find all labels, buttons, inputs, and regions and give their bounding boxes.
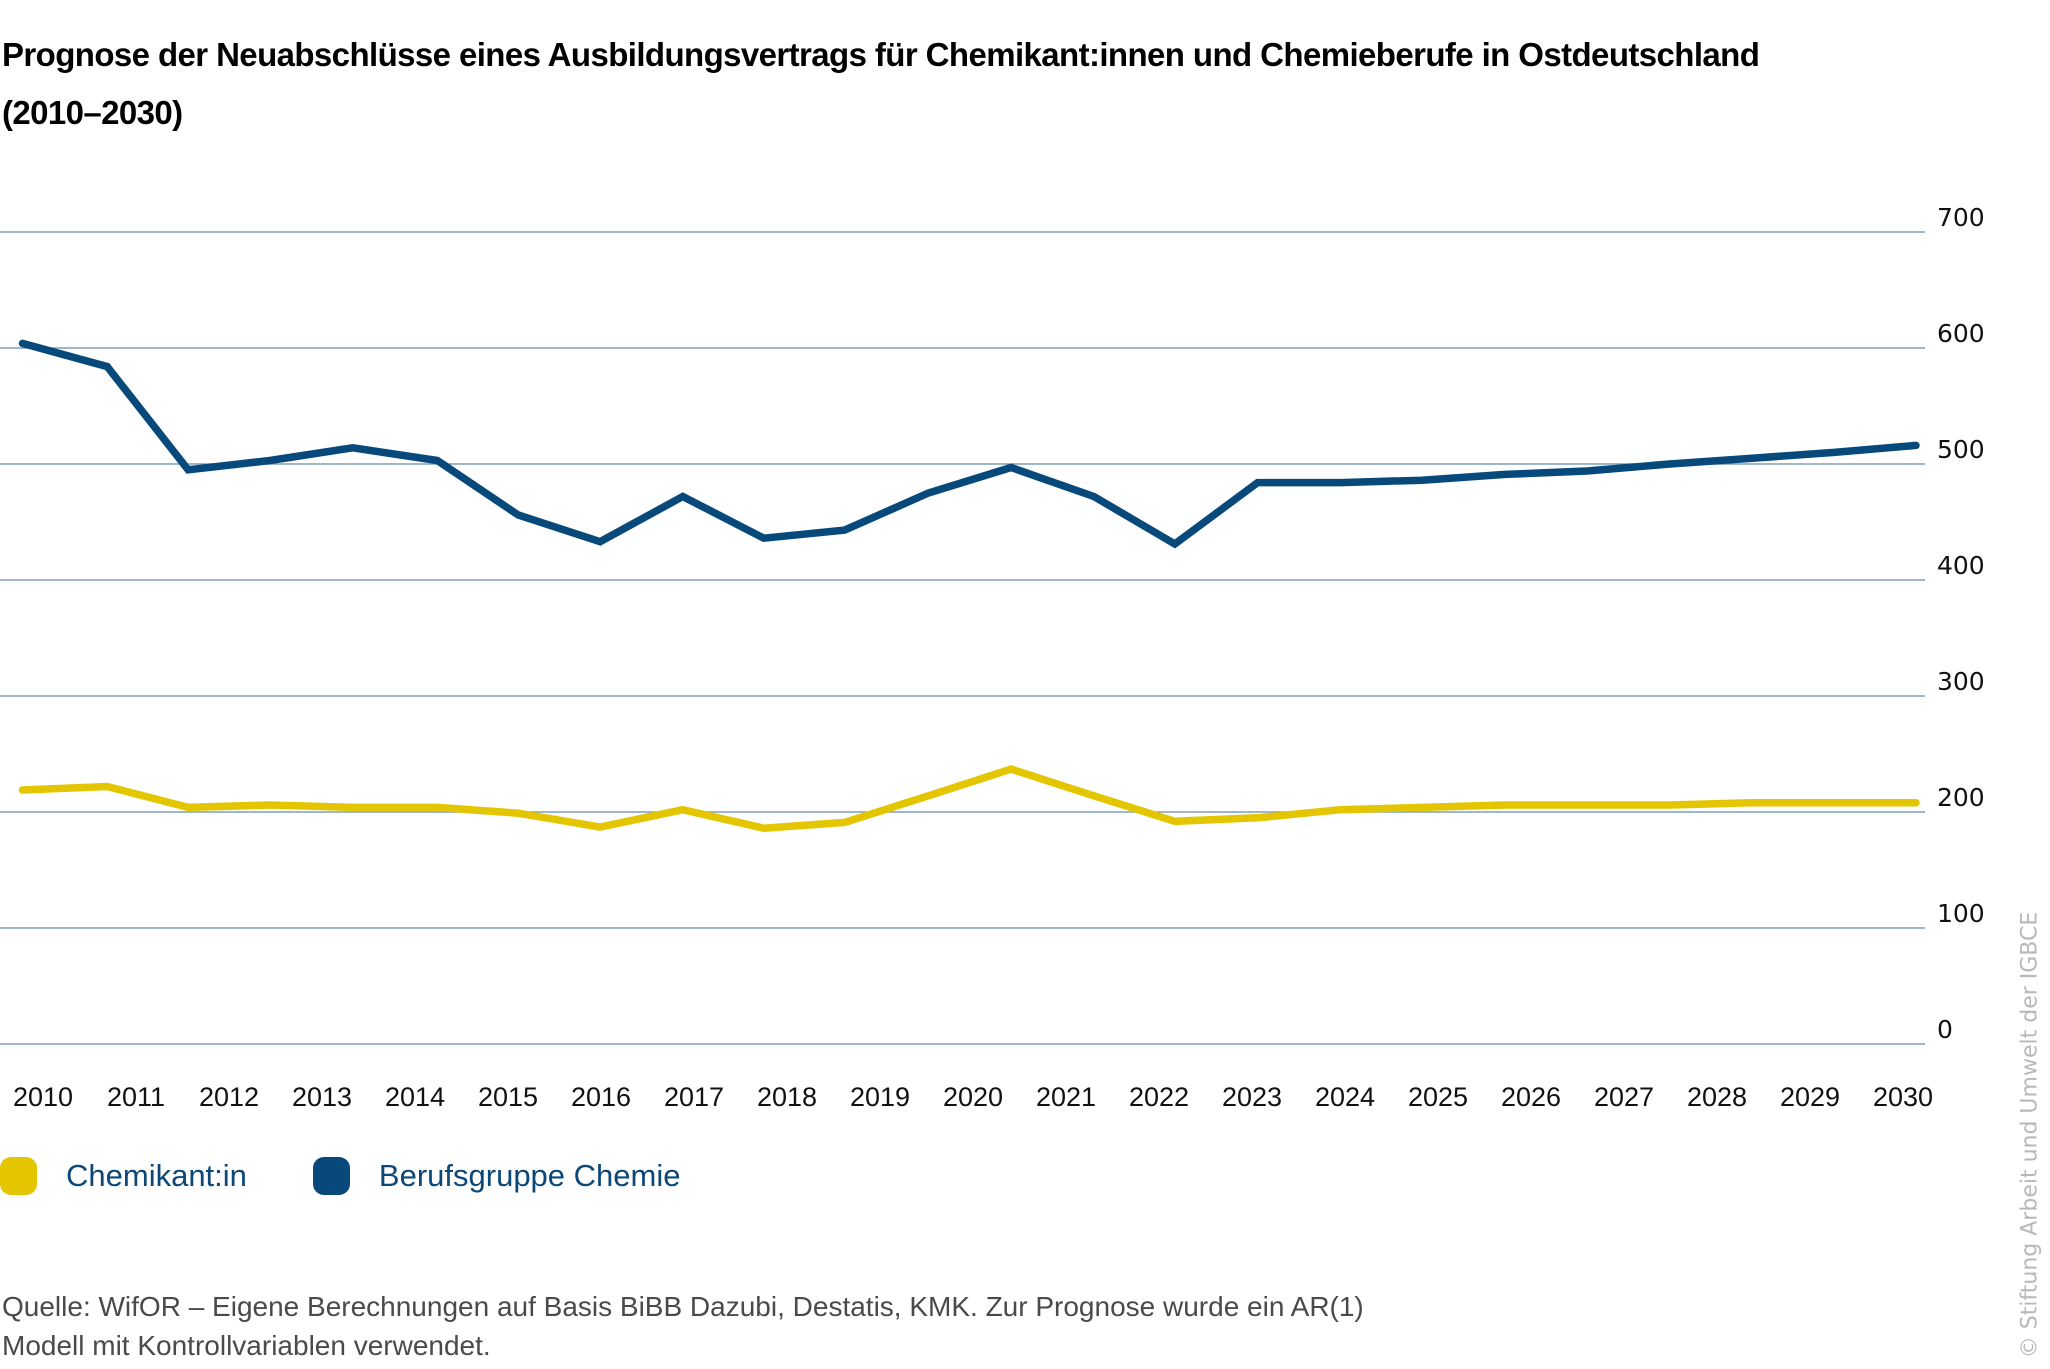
legend-item-berufsgruppe-chemie: Berufsgruppe Chemie bbox=[312, 1157, 681, 1195]
x-tick-label: 2022 bbox=[1129, 1082, 1189, 1112]
source-note: Quelle: WifOR – Eigene Berechnungen auf … bbox=[2, 1287, 1702, 1365]
gridlines bbox=[0, 231, 1925, 1045]
legend-label: Chemikant:in bbox=[66, 1158, 247, 1193]
x-tick-label: 2017 bbox=[664, 1082, 724, 1112]
x-tick-label: 2019 bbox=[850, 1082, 910, 1112]
x-tick-label: 2013 bbox=[292, 1082, 352, 1112]
x-tick-label: 2016 bbox=[571, 1082, 631, 1112]
x-tick-label: 2020 bbox=[943, 1082, 1003, 1112]
x-tick-label: 2012 bbox=[199, 1082, 259, 1112]
x-tick-label: 2011 bbox=[107, 1082, 165, 1112]
x-tick-label: 2023 bbox=[1222, 1082, 1282, 1112]
x-tick-label: 2029 bbox=[1780, 1082, 1840, 1112]
x-tick-label: 2021 bbox=[1036, 1082, 1096, 1112]
x-tick-label: 2010 bbox=[13, 1082, 73, 1112]
x-tick-label: 2027 bbox=[1594, 1082, 1654, 1112]
x-tick-label: 2015 bbox=[478, 1082, 538, 1112]
y-axis-ticks: 0 100 200 300 400 500 600 700 bbox=[1937, 203, 1985, 1044]
legend-swatch-yellow-icon bbox=[0, 1157, 37, 1195]
y-tick-label: 400 bbox=[1937, 551, 1985, 580]
x-tick-label: 2026 bbox=[1501, 1082, 1561, 1112]
chart-title: Prognose der Neuabschlüsse eines Ausbild… bbox=[2, 26, 1902, 142]
y-tick-label: 600 bbox=[1937, 319, 1985, 348]
legend-label: Berufsgruppe Chemie bbox=[378, 1158, 681, 1193]
series-lines bbox=[18, 339, 1920, 832]
copyright-notice: © Stiftung Arbeit und Umwelt der IGBCE bbox=[2017, 911, 2043, 1359]
x-tick-label: 2025 bbox=[1408, 1082, 1468, 1112]
chart-title-line-1: Prognose der Neuabschlüsse eines Ausbild… bbox=[2, 36, 1760, 73]
y-tick-label: 200 bbox=[1937, 783, 1985, 812]
x-tick-label: 2030 bbox=[1873, 1082, 1933, 1112]
x-tick-label: 2024 bbox=[1315, 1082, 1375, 1112]
source-line-2: Modell mit Kontrollvariablen verwendet. bbox=[2, 1330, 491, 1361]
y-tick-label: 0 bbox=[1937, 1015, 1953, 1044]
y-tick-label: 500 bbox=[1937, 435, 1985, 464]
chart-title-line-2: (2010–2030) bbox=[2, 94, 183, 131]
legend: Chemikant:in Berufsgruppe Chemie bbox=[0, 1157, 746, 1195]
x-tick-label: 2018 bbox=[757, 1082, 817, 1112]
legend-swatch-blue-icon bbox=[312, 1157, 350, 1195]
x-axis-ticks: 2010 2011 2012 2013 2014 2015 2016 2017 2018 2019… bbox=[13, 1082, 1933, 1112]
x-tick-label: 2028 bbox=[1687, 1082, 1747, 1112]
source-line-1: Quelle: WifOR – Eigene Berechnungen auf … bbox=[2, 1291, 1364, 1322]
x-tick-label: 2014 bbox=[385, 1082, 445, 1112]
y-tick-label: 300 bbox=[1937, 667, 1985, 696]
series-line-chemikant bbox=[18, 765, 1920, 832]
y-tick-label: 100 bbox=[1937, 899, 1985, 928]
series-line-berufsgruppe-chemie bbox=[18, 339, 1920, 549]
y-tick-label: 700 bbox=[1937, 203, 1985, 232]
legend-item-chemikant: Chemikant:in bbox=[0, 1157, 247, 1195]
